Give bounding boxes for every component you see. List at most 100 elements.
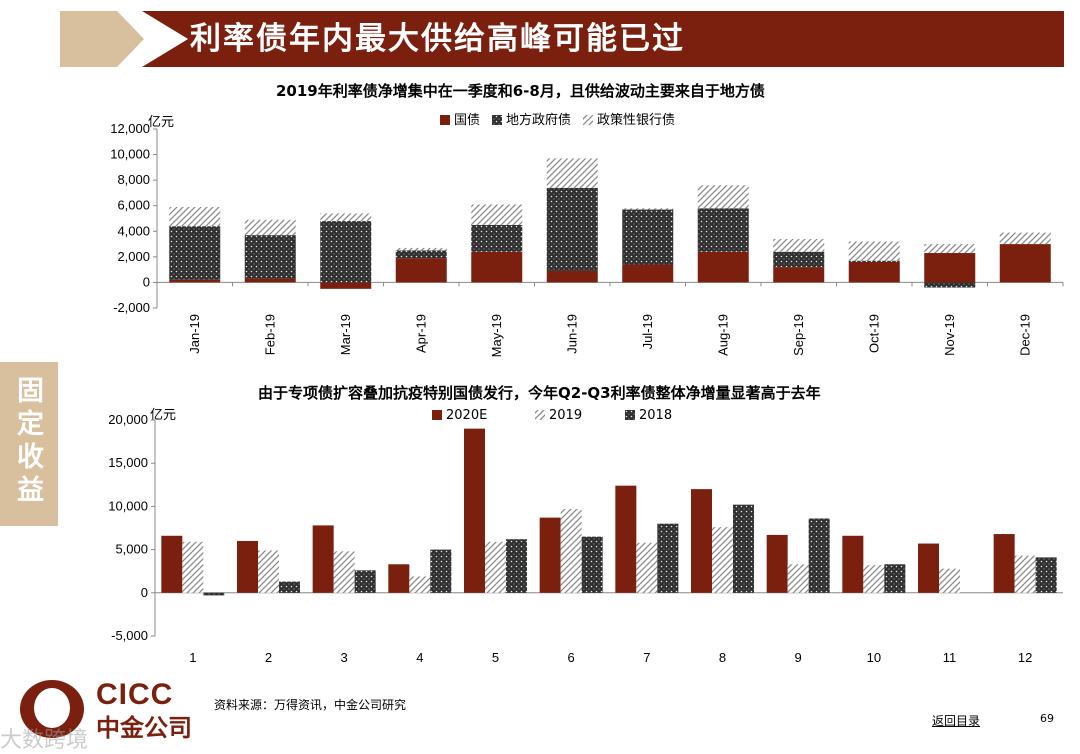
chart2-bar [1035, 557, 1057, 593]
chart1-bar [169, 206, 221, 227]
chart1-legend-swatch [583, 115, 593, 125]
chart1-legend-label: 政策性银行债 [597, 112, 675, 128]
chart2-xtick-label: 12 [1018, 650, 1032, 665]
chart2-bar [1014, 555, 1036, 593]
cicc-logo-inner [34, 688, 70, 728]
chart1-bar [244, 235, 296, 279]
chart1-legend-label: 国债 [454, 113, 480, 128]
chart1-ytick-label: -2,000 [113, 300, 150, 315]
chart2-title: 由于专项债扩容叠加抗疫特别国债发行，今年Q2-Q3利率债整体净增量显著高于去年 [258, 384, 821, 402]
chart1-bar [320, 282, 372, 289]
chart2-xtick-label: 7 [643, 650, 650, 665]
chart2-ytick-label: 20,000 [108, 412, 148, 427]
chart2-xtick-label: 4 [416, 650, 423, 665]
chart1-xtick-label: May-19 [489, 314, 504, 357]
section-side-label: 固定收益 [12, 376, 43, 508]
chart2-bar [430, 549, 452, 593]
chart2-legend-swatch [432, 410, 442, 420]
chart1-xtick-label: Apr-19 [413, 314, 428, 353]
chart2-ytick-label: 5,000 [115, 542, 148, 557]
chart2-bar [506, 539, 527, 593]
chart2-bar [808, 518, 830, 593]
chart2-bar [863, 565, 885, 593]
chart2-bar [884, 564, 906, 593]
chart1-legend-label: 地方政府债 [506, 112, 571, 128]
chart2-legend-label: 2019 [549, 408, 582, 423]
chart1-bar [395, 250, 447, 259]
chart1-xtick-label: Aug-19 [715, 314, 730, 356]
chart1-bar [848, 260, 900, 262]
chart1-bar [546, 270, 598, 283]
chart1-ytick-label: 10,000 [110, 147, 150, 162]
chart2-ytick-label: 10,000 [108, 498, 148, 513]
chart1-title: 2019年利率债净增集中在一季度和6-8月，且供给波动主要来自于地方债 [276, 82, 765, 100]
chart2-legend-label: 2020E [446, 408, 487, 423]
chart2-xtick-label: 3 [341, 650, 348, 665]
chart2-bar [939, 568, 960, 593]
chart1-xtick-label: Jan-19 [187, 314, 202, 354]
chart2-legend-swatch [535, 410, 545, 420]
chart1-bar [395, 247, 447, 251]
chart2-bar [581, 536, 603, 593]
chart1-bar [924, 253, 976, 283]
logo-text-en: CICC [96, 678, 174, 711]
chart1-ytick-label: 12,000 [110, 121, 150, 136]
chart1-plot: -2,000 0 2,000 4,000 6,000 8,000 10,000 12,000 J… [110, 112, 1064, 357]
header-banner [142, 11, 1064, 67]
logo-text-cn: 中金公司 [96, 714, 192, 742]
chart1-bar [924, 282, 976, 288]
chart1-ylabel: 亿元 [148, 115, 175, 130]
chart1-bar [999, 232, 1051, 245]
chart2-ylabel: 亿元 [150, 408, 177, 423]
chart1-bar [546, 187, 598, 271]
chart2-bar [203, 592, 225, 596]
chart2-bar [842, 535, 864, 593]
chart1-bar [924, 244, 976, 254]
chart2-xtick-label: 5 [492, 650, 499, 665]
chart2-xtick-label: 1 [189, 650, 196, 665]
chart1-xtick-label: Jun-19 [564, 314, 579, 354]
chart1-bar [697, 185, 749, 209]
chart2-bar [712, 527, 733, 593]
chart2-xtick-label: 6 [568, 650, 575, 665]
chart2-bar [333, 551, 355, 593]
chart1-bar [848, 241, 900, 261]
chart1-bar [773, 251, 825, 268]
chart2-xtick-label: 9 [795, 650, 802, 665]
section-side-tab[interactable] [0, 362, 58, 526]
chart2-bar [993, 534, 1015, 593]
chart2-bar [766, 534, 788, 593]
chart2-legend-label: 2018 [639, 408, 672, 423]
chart1-xtick-label: Sep-19 [791, 314, 806, 356]
chart1-bar [622, 264, 674, 283]
chart2-bar [182, 541, 204, 593]
chart2-bar [388, 564, 410, 593]
chart1-ytick-label: 6,000 [117, 198, 150, 213]
chart1-bar [169, 279, 221, 283]
chart2-xtick-label: 10 [867, 650, 881, 665]
chart1-xtick-label: Mar-19 [338, 314, 353, 355]
back-to-contents-link[interactable]: 返回目录 [932, 714, 981, 728]
chart2-bar [354, 570, 376, 593]
chart1-ytick-label: 8,000 [117, 172, 150, 187]
chart2-bar [279, 581, 300, 593]
chart1-xtick-label: Nov-19 [942, 314, 957, 356]
chart1-ytick-label: 2,000 [117, 249, 150, 264]
chart1-bar [471, 224, 523, 252]
chart1-bar [471, 204, 523, 225]
chart2-bar [918, 543, 939, 593]
chart2-legend-swatch [625, 410, 635, 420]
page-title: 利率债年内最大供给高峰可能已过 [190, 21, 685, 57]
chart2-bar [636, 542, 658, 593]
chart2-bar [409, 576, 431, 593]
chart1-bar [320, 213, 372, 222]
chart1-bar [622, 209, 674, 265]
chart2-ytick-label: 0 [141, 585, 148, 600]
chart1-xtick-label: Oct-19 [866, 314, 881, 353]
chart2-bar [733, 504, 754, 593]
chart1-bar [773, 267, 825, 283]
chart2-xtick-label: 2 [265, 650, 272, 665]
chart1-bar [848, 261, 900, 283]
chart2-bar [312, 525, 334, 593]
